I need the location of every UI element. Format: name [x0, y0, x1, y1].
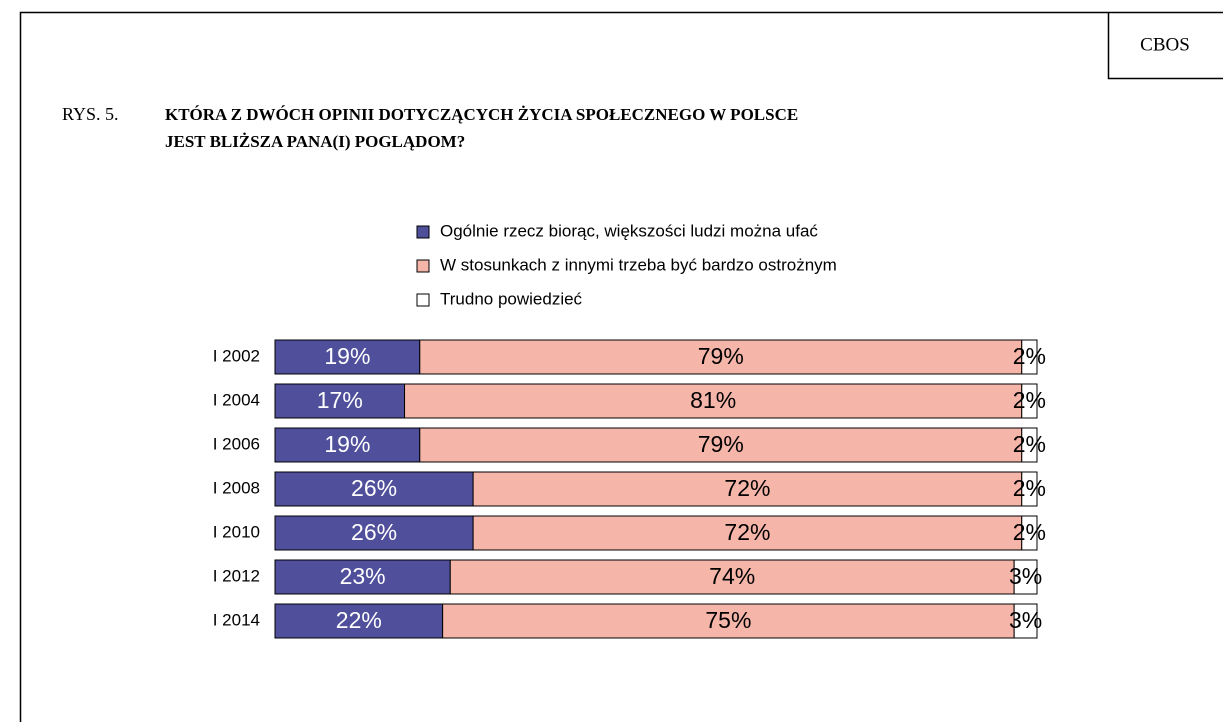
bar-segment [442, 603, 1015, 639]
bar-segment [274, 339, 421, 375]
bar-segment [274, 383, 406, 419]
bar-segment [1021, 427, 1038, 463]
bar-segment [419, 427, 1023, 463]
category-label: I 2004 [213, 390, 260, 409]
value-label: 26% [351, 519, 397, 545]
legend-swatch [416, 293, 430, 307]
bar-segment [404, 383, 1023, 419]
legend-label: Ogólnie rzecz biorąc, większości ludzi m… [440, 221, 818, 240]
bar-segment [419, 339, 1023, 375]
category-label: I 2002 [213, 346, 260, 365]
category-label: I 2014 [213, 610, 260, 629]
legend-swatch [416, 259, 430, 273]
bar-segment [274, 603, 444, 639]
bar-segment [1021, 515, 1038, 551]
title: KTÓRA Z DWÓCH OPINII DOTYCZĄCYCH ŻYCIA S… [165, 105, 798, 124]
value-label: 72% [724, 475, 770, 501]
legend-label: Trudno powiedzieć [440, 289, 583, 308]
bar-segment [1013, 559, 1038, 595]
value-label: 3% [1009, 563, 1042, 589]
title: JEST BLIŻSZA PANA(I) POGLĄDOM? [165, 132, 465, 151]
value-label: 74% [709, 563, 755, 589]
value-label: 3% [1009, 607, 1042, 633]
value-label: 2% [1013, 519, 1046, 545]
bar-segment [472, 515, 1023, 551]
legend-swatch [416, 225, 430, 239]
bar-segment [1021, 471, 1038, 507]
category-label: I 2008 [213, 478, 260, 497]
value-label: 2% [1013, 431, 1046, 457]
source-box [1107, 12, 1223, 80]
value-label: 17% [317, 387, 363, 413]
value-label: 2% [1013, 387, 1046, 413]
bar-segment [274, 515, 474, 551]
bar-segment [1021, 339, 1038, 375]
value-label: 72% [724, 519, 770, 545]
bar-segment [1021, 383, 1038, 419]
bar-segment [274, 471, 474, 507]
value-label: 2% [1013, 343, 1046, 369]
bar-segment [1013, 603, 1038, 639]
source: CBOS [1140, 34, 1190, 55]
value-label: 2% [1013, 475, 1046, 501]
value-label: 22% [336, 607, 382, 633]
value-label: 75% [705, 607, 751, 633]
value-label: 79% [698, 343, 744, 369]
value-label: 81% [690, 387, 736, 413]
bar-segment [274, 559, 451, 595]
value-label: 19% [324, 431, 370, 457]
value-label: 23% [340, 563, 386, 589]
value-label: 26% [351, 475, 397, 501]
category-label: I 2010 [213, 522, 260, 541]
legend-label: W stosunkach z innymi trzeba być bardzo … [440, 255, 837, 274]
category-label: I 2006 [213, 434, 260, 453]
value-label: 19% [324, 343, 370, 369]
frame [19, 11, 1223, 722]
category-label: I 2012 [213, 566, 260, 585]
value-label: 79% [698, 431, 744, 457]
figure-label: RYS. 5. [62, 104, 119, 124]
